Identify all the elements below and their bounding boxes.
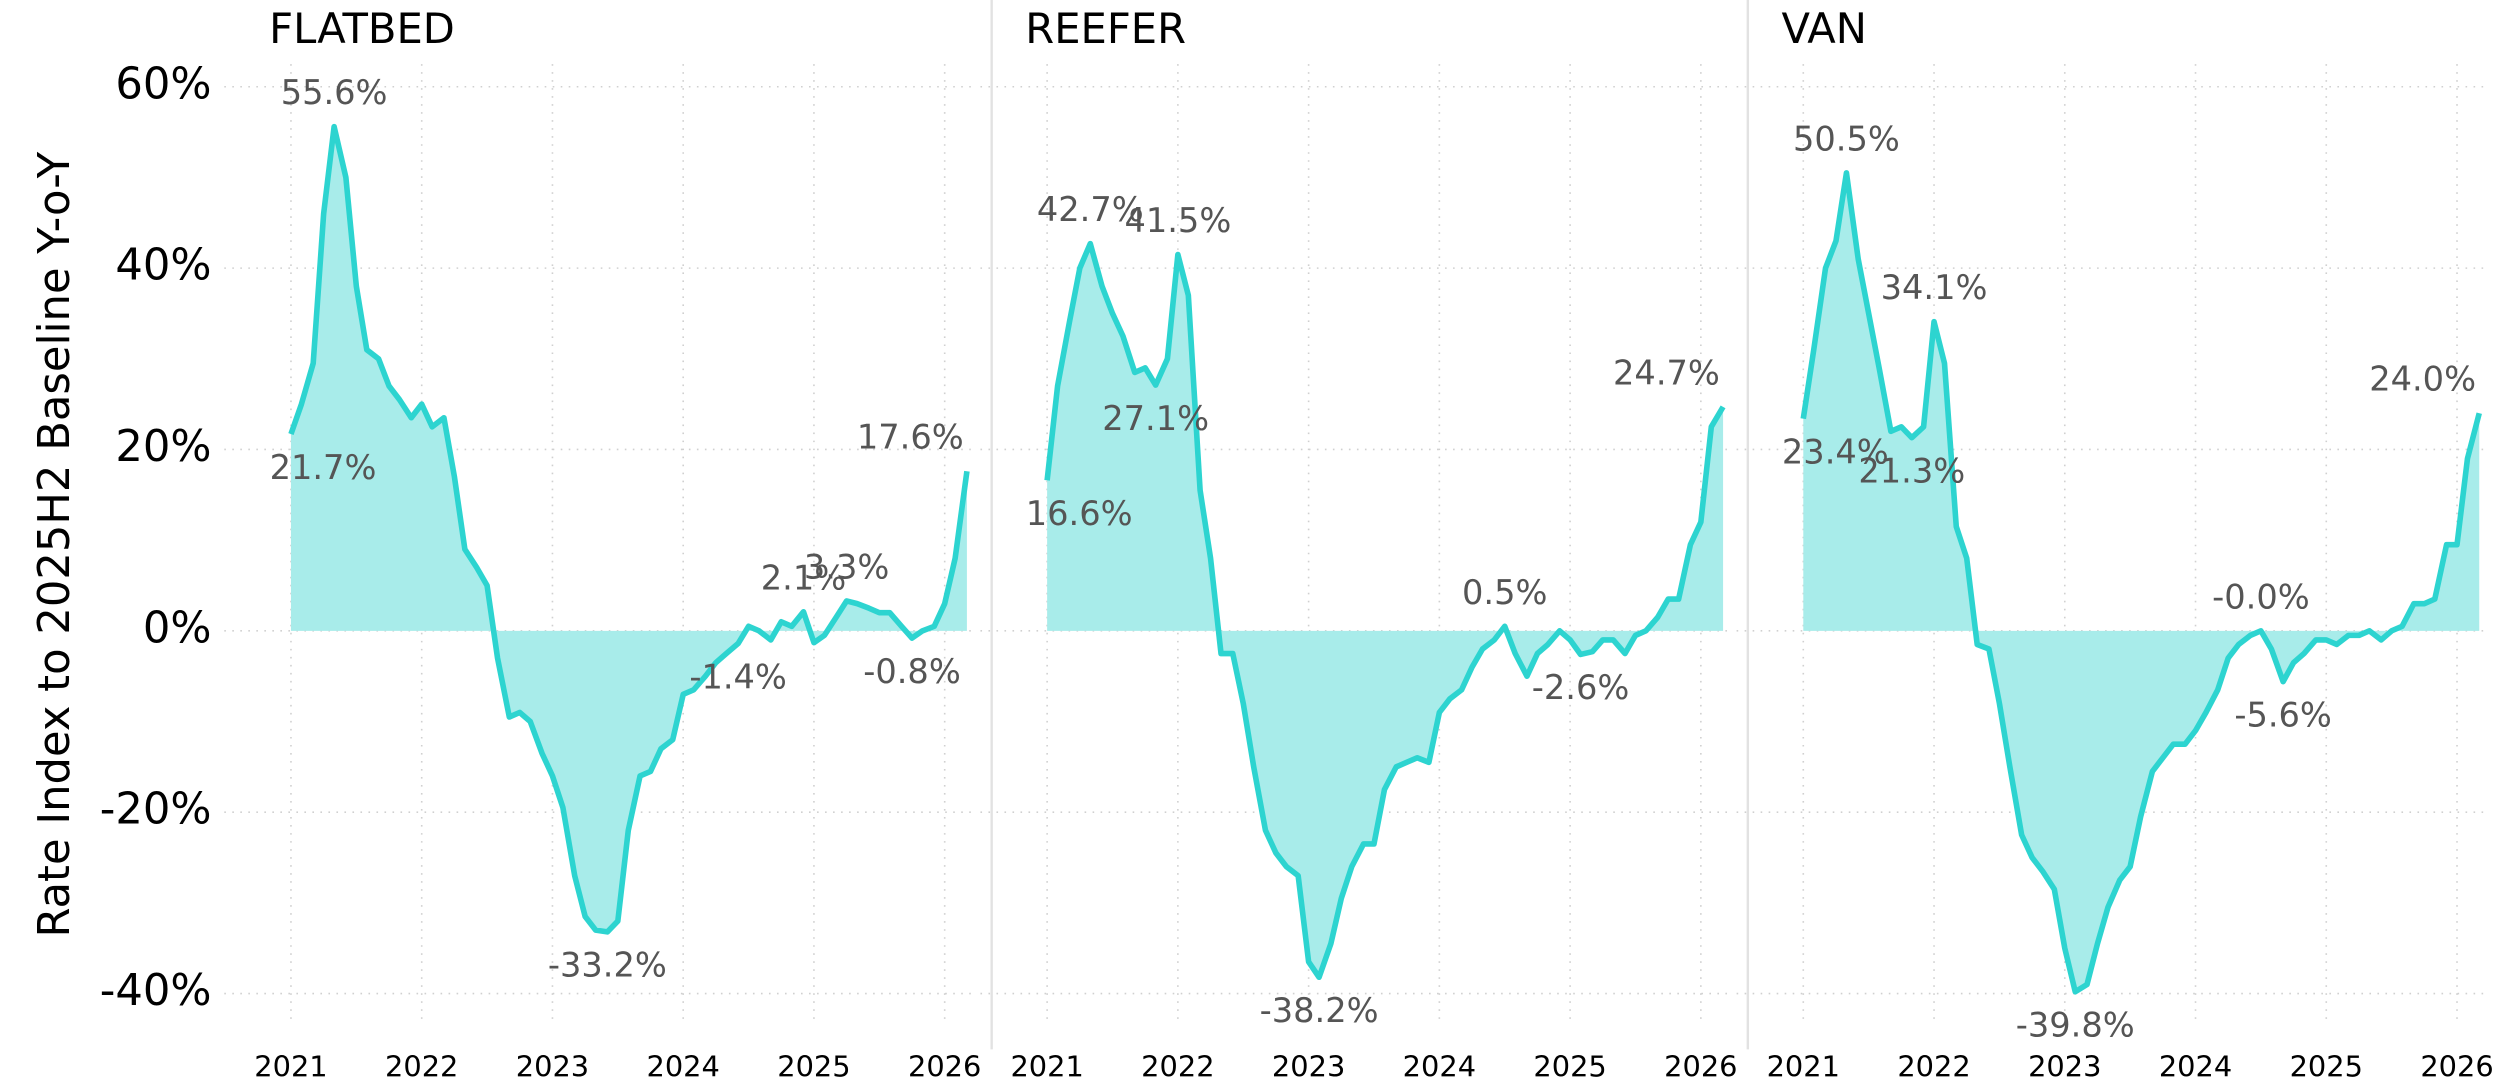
data-label: 27.1% xyxy=(1102,399,1209,438)
data-label: 24.0% xyxy=(2369,360,2476,399)
data-label: -0.0% xyxy=(2212,577,2310,616)
x-tick-label: 2022 xyxy=(1897,1050,1970,1084)
area-fill xyxy=(1803,172,2480,992)
data-label: 50.5% xyxy=(1793,119,1900,158)
x-tick-label: 2022 xyxy=(385,1050,458,1084)
data-label: 41.5% xyxy=(1124,201,1231,240)
area-fill xyxy=(290,126,967,932)
y-tick-label: 20% xyxy=(115,422,211,472)
y-axis-label: Rate Index to 2025H2 Baseline Y-o-Y xyxy=(30,151,80,937)
data-label: -1.4% xyxy=(689,657,787,696)
x-tick-label: 2021 xyxy=(1010,1050,1083,1084)
data-label: -5.6% xyxy=(2234,695,2332,734)
data-label: -2.6% xyxy=(1532,668,1630,707)
line xyxy=(288,123,970,935)
data-label: -33.2% xyxy=(548,946,667,985)
data-label: 34.1% xyxy=(1881,268,1988,307)
x-tick-label: 2023 xyxy=(1272,1050,1345,1084)
x-tick-label: 2026 xyxy=(1664,1050,1737,1084)
data-label: 42.7% xyxy=(1037,190,1144,229)
line xyxy=(1044,240,1726,981)
y-tick-label: 60% xyxy=(115,59,211,109)
data-label: -0.8% xyxy=(863,652,961,691)
x-tick-label: 2025 xyxy=(2290,1050,2363,1084)
x-tick-label: 2025 xyxy=(777,1050,850,1084)
area-fill xyxy=(1047,243,1724,978)
data-label: 16.6% xyxy=(1026,494,1133,533)
data-label: 24.7% xyxy=(1613,353,1720,392)
y-tick-label: 0% xyxy=(143,603,212,653)
y-tick-label: 40% xyxy=(115,241,211,291)
x-tick-label: 2024 xyxy=(2159,1050,2232,1084)
x-tick-label: 2026 xyxy=(2420,1050,2493,1084)
x-tick-label: 2024 xyxy=(647,1050,720,1084)
x-tick-label: 2026 xyxy=(908,1050,981,1084)
data-label: -38.2% xyxy=(1260,991,1379,1030)
data-label: 55.6% xyxy=(281,73,388,112)
x-tick-label: 2021 xyxy=(1767,1050,1840,1084)
data-label: 17.6% xyxy=(857,418,964,457)
data-label: -39.8% xyxy=(2016,1006,2135,1045)
panel-title: VAN xyxy=(1781,4,1866,53)
data-label: 23.4% xyxy=(1782,432,1889,471)
data-label: 2.1% xyxy=(761,558,846,597)
x-tick-label: 2022 xyxy=(1141,1050,1214,1084)
panel-title: FLATBED xyxy=(269,4,455,53)
x-tick-label: 2024 xyxy=(1403,1050,1476,1084)
data-label: 3.3% xyxy=(804,547,889,586)
data-label: 0.5% xyxy=(1462,573,1547,612)
y-tick-label: -40% xyxy=(100,966,212,1016)
line xyxy=(1800,170,2482,995)
panel-title: REEFER xyxy=(1025,4,1186,53)
x-tick-label: 2025 xyxy=(1533,1050,1606,1084)
x-tick-label: 2021 xyxy=(254,1050,327,1084)
x-tick-label: 2023 xyxy=(2028,1050,2101,1084)
data-label: 21.7% xyxy=(270,448,377,487)
y-tick-label: -20% xyxy=(100,785,212,835)
data-label: 21.3% xyxy=(1858,451,1965,490)
x-tick-label: 2023 xyxy=(516,1050,589,1084)
